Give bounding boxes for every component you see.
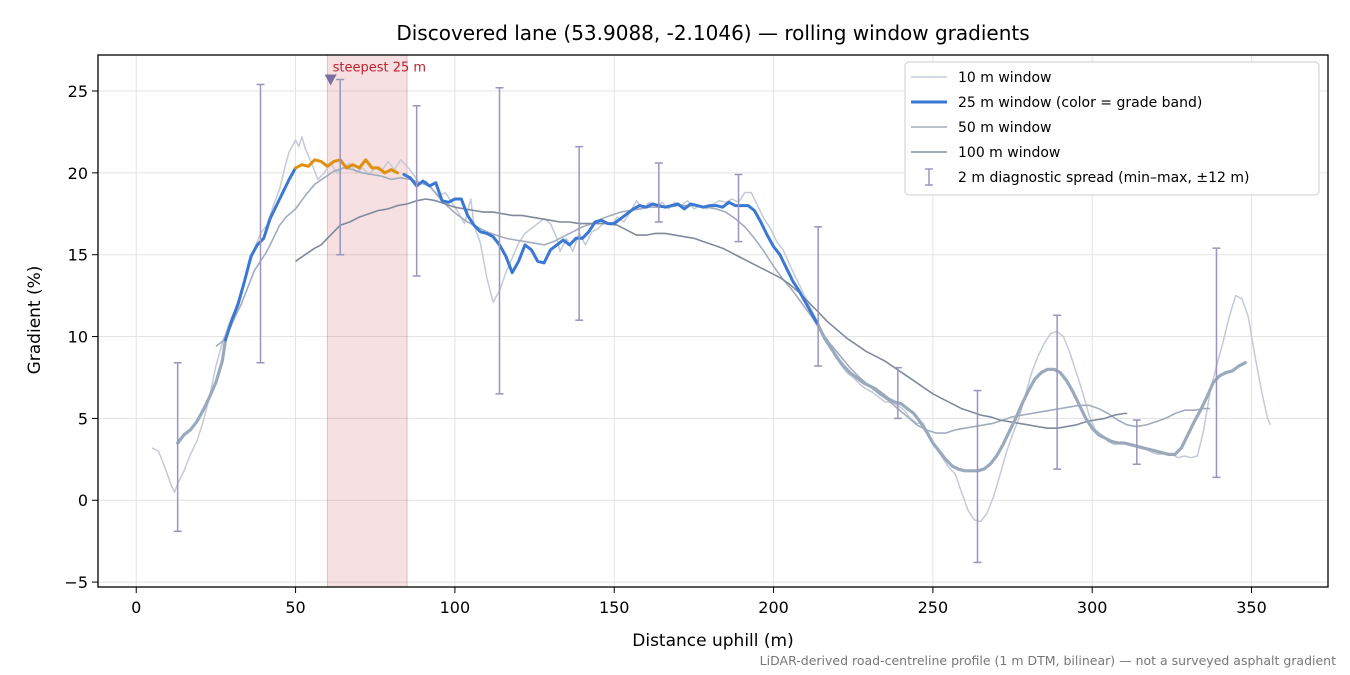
y-axis-ticks: −5 0 5 10 15 20 25 — [64, 82, 98, 592]
x-tick-label: 300 — [1077, 598, 1108, 617]
steepest-label: steepest 25 m — [333, 61, 426, 76]
legend-entry: 50 m window — [911, 120, 1051, 136]
y-axis-label: Gradient (%) — [25, 266, 45, 375]
legend-label: 10 m window — [958, 70, 1051, 86]
steepest-marker — [324, 74, 337, 86]
series-25m-moderate — [816, 323, 1247, 473]
errorbar — [1212, 247, 1221, 479]
errorbar — [654, 162, 663, 223]
x-axis-label: Distance uphill (m) — [632, 631, 793, 651]
steepest-band — [326, 54, 408, 588]
legend-label: 50 m window — [958, 120, 1051, 136]
legend-label: 2 m diagnostic spread (min–max, ±12 m) — [958, 170, 1249, 186]
y-tick-label: 5 — [78, 409, 88, 428]
series-layer — [151, 136, 1272, 523]
legend-box — [904, 61, 1320, 196]
y-tick-label: 20 — [68, 164, 88, 183]
series-100m — [295, 198, 1128, 429]
x-tick-label: 100 — [440, 598, 471, 617]
legend-entry: 100 m window — [911, 145, 1060, 161]
x-tick-label: 150 — [599, 598, 630, 617]
x-tick-label: 0 — [131, 598, 141, 617]
legend-label: 25 m window (color = grade band) — [958, 95, 1202, 111]
errorbar — [973, 389, 982, 564]
y-tick-label: 0 — [78, 491, 88, 510]
errorbar — [336, 78, 345, 256]
errorbar-layer — [173, 78, 1221, 564]
x-tick-label: 250 — [918, 598, 949, 617]
errorbar — [575, 145, 584, 321]
errorbar — [495, 86, 504, 395]
legend-entry: 25 m window (color = grade band) — [911, 95, 1202, 111]
legend-label: 100 m window — [958, 145, 1060, 161]
x-tick-label: 50 — [285, 598, 305, 617]
errorbar — [814, 226, 823, 367]
legend: 10 m window 25 m window (color = grade ba… — [904, 61, 1320, 196]
series-25m-steep — [402, 173, 820, 327]
plot-frame — [97, 54, 1329, 588]
x-axis-ticks: 0 50 100 150 200 250 300 350 — [131, 587, 1267, 617]
y-tick-label: −5 — [64, 573, 88, 592]
errorbar — [1132, 419, 1141, 465]
errorbar — [173, 361, 182, 533]
y-tick-label: 15 — [68, 246, 88, 265]
errorbar — [734, 173, 743, 243]
series-25m-moderate — [176, 338, 228, 445]
errorbar — [256, 83, 265, 364]
chart-title: Discovered lane (53.9088, -2.1046) — rol… — [396, 21, 1029, 45]
legend-entry: 2 m diagnostic spread (min–max, ±12 m) — [925, 168, 1249, 186]
y-tick-label: 10 — [68, 328, 88, 347]
y-tick-label: 25 — [68, 82, 88, 101]
legend-entry: 10 m window — [911, 70, 1051, 86]
x-tick-label: 200 — [758, 598, 789, 617]
errorbar — [893, 366, 902, 420]
footnote: LiDAR-derived road-centreline profile (1… — [760, 653, 1336, 668]
series-25m-steepest — [294, 158, 399, 175]
errorbar — [1053, 314, 1062, 470]
x-tick-label: 350 — [1236, 598, 1267, 617]
errorbar — [412, 104, 421, 277]
